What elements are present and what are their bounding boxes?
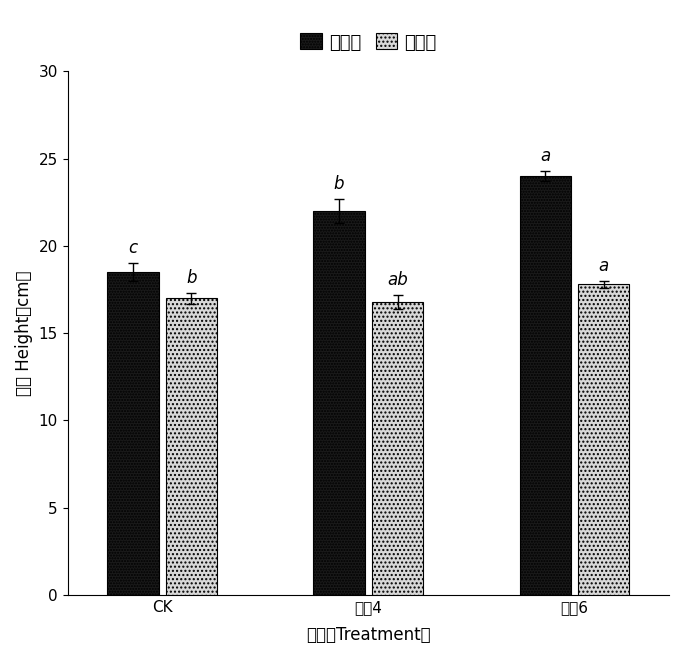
Y-axis label: 株高 Height（cm）: 株高 Height（cm） <box>15 270 33 396</box>
Text: a: a <box>598 257 609 275</box>
Bar <box>372 302 423 595</box>
Text: b: b <box>186 269 196 287</box>
Text: b: b <box>334 175 344 192</box>
Bar <box>520 176 571 595</box>
Bar <box>313 211 365 595</box>
Legend: 高羊茄, 黑麦草: 高羊茄, 黑麦草 <box>300 34 436 51</box>
Text: c: c <box>129 239 137 257</box>
Bar <box>166 299 217 595</box>
Bar <box>107 272 159 595</box>
Text: ab: ab <box>387 271 408 289</box>
Bar <box>578 284 629 595</box>
Text: a: a <box>540 147 551 165</box>
X-axis label: 处理（Treatment）: 处理（Treatment） <box>306 626 431 644</box>
